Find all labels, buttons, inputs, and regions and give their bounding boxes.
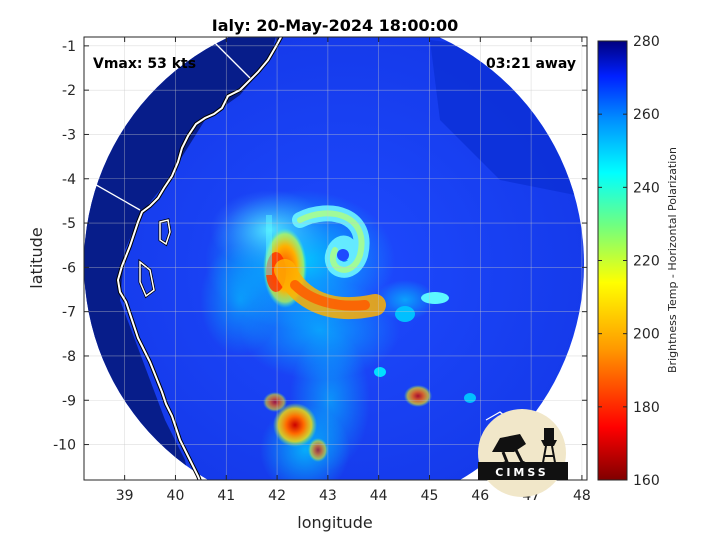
- y-axis-label: latitude: [27, 227, 46, 288]
- colorbar-label: Brightness Temp - Horizontal Polarizatio…: [666, 147, 679, 373]
- colorbar-ticks: 280 260 240 220 200 180 160: [598, 34, 660, 489]
- x-tick-label: 43: [319, 488, 337, 504]
- axes-frame: [83, 36, 588, 481]
- logo-text: CIMSS: [495, 466, 548, 479]
- x-tick-label: 40: [167, 488, 185, 504]
- x-axis-label: longitude: [297, 513, 372, 532]
- cimss-logo: CIMSS: [478, 409, 568, 497]
- colorbar-tick-label: 180: [633, 400, 660, 416]
- y-tick-label: -6: [62, 260, 76, 276]
- colorbar-tick-label: 260: [633, 107, 660, 123]
- colorbar-tick-label: 200: [633, 327, 660, 343]
- x-tick-label: 48: [573, 488, 591, 504]
- colorbar-tick-label: 220: [633, 254, 660, 270]
- vmax-label: Vmax: 53 kts: [93, 56, 196, 72]
- x-tick-label: 42: [268, 488, 286, 504]
- border-line: [84, 177, 141, 211]
- y-axis-ticks: -1 -2 -3 -4 -5 -6 -7 -8 -9 -10: [53, 39, 587, 454]
- x-tick-label: 41: [217, 488, 235, 504]
- y-tick-label: -5: [62, 216, 76, 232]
- time-away-label: 03:21 away: [486, 56, 576, 72]
- y-tick-label: -2: [62, 83, 76, 99]
- y-tick-label: -10: [53, 438, 76, 454]
- x-tick-label: 44: [370, 488, 388, 504]
- colorbar-tick-label: 160: [633, 473, 660, 489]
- chart-title: Ialy: 20-May-2024 18:00:00: [212, 16, 459, 35]
- y-tick-label: -9: [62, 393, 76, 409]
- x-tick-label: 46: [471, 488, 489, 504]
- x-tick-label: 39: [116, 488, 134, 504]
- x-tick-label: 45: [421, 488, 439, 504]
- y-tick-label: -3: [62, 127, 76, 143]
- y-tick-label: -4: [62, 172, 76, 188]
- colorbar-tick-label: 240: [633, 180, 660, 196]
- y-tick-label: -1: [62, 39, 76, 55]
- y-tick-label: -8: [62, 349, 76, 365]
- colorbar: [597, 40, 628, 481]
- y-tick-label: -7: [62, 305, 76, 321]
- colorbar-tick-label: 280: [633, 34, 660, 50]
